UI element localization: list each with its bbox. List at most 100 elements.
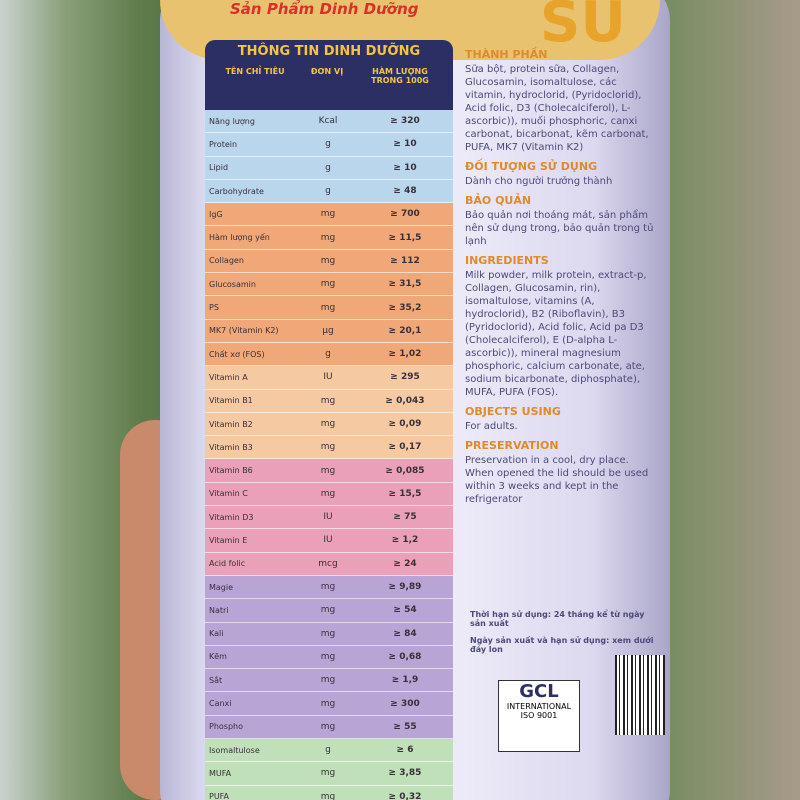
section-text: Preservation in a cool, dry place. When … [465, 455, 649, 505]
row-unit: mg [320, 791, 336, 800]
row-label: Vitamin C [209, 489, 248, 499]
table-body: Năng lượng Kcal ≥ 320 Protein g ≥ 10 Lipid g ≥ 1… [205, 110, 453, 800]
row-unit: Kcal [318, 116, 338, 127]
row-label: Vitamin B1 [209, 396, 253, 406]
cert-sub: INTERNATIONAL [506, 702, 572, 711]
row-value: ≥ 55 [393, 721, 417, 732]
row-label: Protein [209, 139, 238, 149]
row-value: ≥ 24 [393, 558, 417, 569]
row-unit: mcg [318, 558, 338, 569]
row-value: ≥ 0,043 [385, 395, 425, 406]
row-label: Magie [209, 582, 234, 592]
row-label: Vitamin B2 [209, 419, 253, 429]
row-value: ≥ 1,9 [391, 675, 419, 686]
row-unit: IU [323, 372, 333, 383]
row-unit: mg [320, 721, 336, 732]
section-text: For adults. [465, 421, 518, 432]
nutrition-table: THÔNG TIN DINH DƯỠNG TÊN CHỈ TIÊU ĐƠN VỊ… [205, 40, 453, 800]
table-row: Vitamin B2 mg ≥ 0,09 [205, 412, 453, 437]
row-value: ≥ 31,5 [388, 279, 422, 290]
section-text: Sữa bột, protein sữa, Collagen, Glucosam… [465, 64, 649, 153]
row-value: ≥ 300 [390, 698, 420, 709]
cert-iso: ISO 9001 [520, 711, 558, 720]
table-row: Magie mg ≥ 9,89 [205, 575, 453, 600]
table-row: Hàm lượng yến mg ≥ 11,5 [205, 226, 453, 250]
row-unit: g [325, 745, 331, 756]
tagline: Sản Phẩm Dinh Dưỡng [230, 0, 419, 18]
table-row: Carbohydrate g ≥ 48 [205, 179, 453, 204]
row-value: ≥ 295 [390, 372, 420, 383]
table-row: Sắt mg ≥ 1,9 [205, 669, 453, 693]
row-label: Glucosamin [209, 279, 256, 289]
row-value: ≥ 84 [393, 628, 417, 639]
logo: SU [540, 0, 626, 55]
row-unit: mg [320, 442, 336, 453]
column-headers: TÊN CHỈ TIÊU ĐƠN VỊ HÀM LƯỢNG TRONG 100G [211, 67, 447, 85]
row-label: PUFA [209, 792, 230, 800]
column-header: TÊN CHỈ TIÊU [225, 67, 285, 76]
row-unit: g [325, 162, 331, 173]
row-unit: mg [320, 768, 336, 779]
row-unit: µg [322, 325, 334, 336]
row-label: Isomaltulose [209, 745, 260, 755]
table-row: Vitamin B1 mg ≥ 0,043 [205, 389, 453, 413]
table-row: Collagen mg ≥ 112 [205, 249, 453, 274]
row-label: Lipid [209, 163, 229, 173]
table-row: Glucosamin mg ≥ 31,5 [205, 273, 453, 297]
row-value: ≥ 20,1 [388, 325, 422, 336]
row-label: Canxi [209, 699, 232, 709]
row-unit: g [325, 349, 331, 360]
row-value: ≥ 35,2 [388, 302, 422, 313]
row-unit: mg [320, 488, 336, 499]
row-label: Sắt [209, 675, 223, 685]
table-row: Lipid g ≥ 10 [205, 156, 453, 180]
row-value: ≥ 0,17 [388, 442, 422, 453]
row-value: ≥ 11,5 [388, 232, 422, 243]
row-unit: mg [320, 279, 336, 290]
row-label: MUFA [209, 768, 232, 778]
table-row: Kali mg ≥ 84 [205, 622, 453, 646]
row-value: ≥ 6 [396, 745, 414, 756]
row-value: ≥ 75 [393, 512, 417, 523]
row-label: Collagen [209, 256, 244, 266]
row-value: ≥ 0,09 [388, 419, 422, 429]
section-heading: PRESERVATION [465, 439, 559, 452]
row-unit: mg [320, 465, 336, 476]
row-unit: mg [320, 232, 336, 243]
column-header: HÀM LƯỢNG TRONG 100G [371, 67, 429, 85]
row-unit: mg [320, 628, 336, 639]
row-unit: mg [320, 651, 336, 662]
row-value: ≥ 54 [393, 605, 417, 616]
row-label: Natri [209, 605, 229, 615]
table-row: Vitamin C mg ≥ 15,5 [205, 482, 453, 507]
row-label: PS [209, 303, 219, 313]
table-row: PUFA mg ≥ 0,32 [205, 785, 453, 800]
row-value: ≥ 0,085 [385, 465, 425, 476]
section-heading: THÀNH PHẦN [465, 48, 548, 61]
row-label: MK7 (Vitamin K2) [209, 326, 279, 336]
row-unit: mg [320, 395, 336, 406]
row-value: ≥ 112 [390, 255, 420, 266]
table-row: Vitamin B6 mg ≥ 0,085 [205, 459, 453, 483]
row-label: Vitamin E [209, 535, 248, 545]
row-label: Kali [209, 629, 224, 639]
column-header: ĐƠN VỊ [310, 67, 344, 76]
row-label: Phospho [209, 722, 243, 732]
note: Thời hạn sử dụng: 24 tháng kể từ ngày sả… [470, 610, 645, 628]
row-unit: mg [320, 209, 336, 220]
row-value: ≥ 700 [390, 209, 420, 220]
row-unit: g [325, 139, 331, 150]
row-unit: mg [320, 255, 336, 266]
row-value: ≥ 1,2 [391, 535, 419, 546]
table-row: IgG mg ≥ 700 [205, 203, 453, 227]
table-row: Phospho mg ≥ 55 [205, 715, 453, 740]
row-label: Vitamin D3 [209, 512, 254, 522]
table-row: Vitamin A IU ≥ 295 [205, 366, 453, 390]
table-row: Protein g ≥ 10 [205, 133, 453, 157]
table-row: PS mg ≥ 35,2 [205, 296, 453, 320]
notes: Thời hạn sử dụng: 24 tháng kể từ ngày sả… [470, 610, 660, 654]
section-heading: BẢO QUẢN [465, 194, 532, 207]
cert-logo: GCL [519, 681, 559, 702]
row-value: ≥ 1,02 [388, 349, 422, 360]
section-heading: ĐỐI TƯỢNG SỬ DỤNG [465, 160, 598, 173]
